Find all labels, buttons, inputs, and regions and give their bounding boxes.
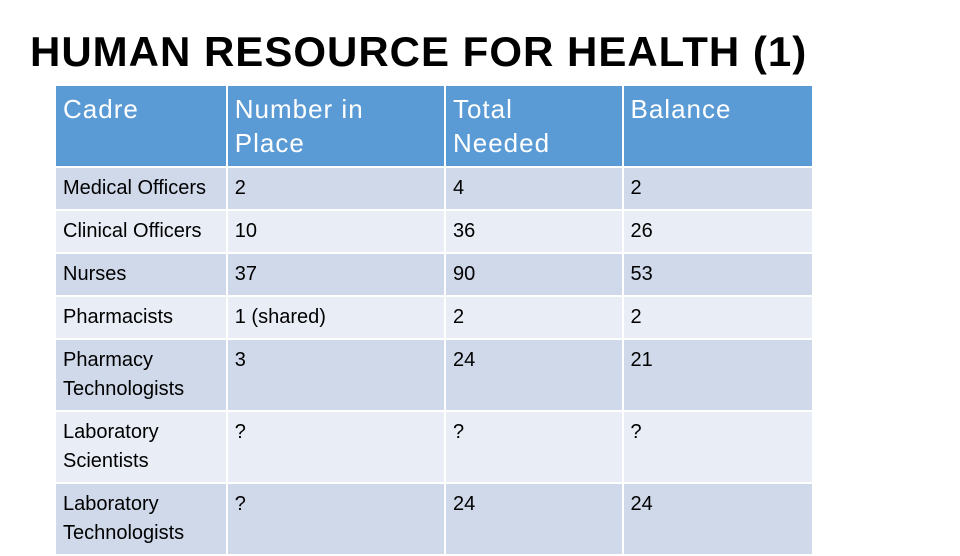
value-cell: 2 [225,166,446,211]
value-cell: 10 [225,209,446,254]
value-cell: 3 [225,338,446,412]
table-row: Pharmacists 1 (shared) 2 2 [54,295,814,340]
table-row: Laboratory Technologists? 24 24 [54,482,814,556]
value-cell: 36 [443,209,624,254]
hr-table: Cadre Number in Place Total Needed Balance … [54,84,814,556]
cadre-cell: Clinical Officers [54,209,228,254]
header-row: Cadre Number in Place Total Needed Balance [54,84,814,168]
header-cell: Number in Place [225,84,446,168]
table-row: Nurses 37 90 53 [54,252,814,297]
slide-title: HUMAN RESOURCE FOR HEALTH (1) [30,28,808,75]
value-cell: 24 [443,338,624,412]
cadre-cell: Medical Officers [54,166,228,211]
table-row: Pharmacy Technologists 3 24 21 [54,338,814,412]
value-cell: 2 [621,295,814,340]
header-cell: Balance [621,84,814,168]
value-cell: 21 [621,338,814,412]
value-cell: ? [225,410,446,484]
value-cell: 37 [225,252,446,297]
header-cell: Total Needed [443,84,624,168]
value-cell: 24 [443,482,624,556]
table-row: Medical Officers 2 4 2 [54,166,814,211]
cadre-cell: Pharmacists [54,295,228,340]
cadre-cell: Nurses [54,252,228,297]
table-body: Medical Officers 2 4 2 Clinical Officers 10 36… [54,166,814,556]
cadre-cell: Laboratory Scientists [54,410,228,484]
table-row: Laboratory Scientists??? [54,410,814,484]
value-cell: 26 [621,209,814,254]
value-cell: ? [443,410,624,484]
cadre-cell: Laboratory Technologists [54,482,228,556]
value-cell: 1 (shared) [225,295,446,340]
value-cell: ? [621,410,814,484]
value-cell: ? [225,482,446,556]
cadre-cell: Pharmacy Technologists [54,338,228,412]
value-cell: 4 [443,166,624,211]
value-cell: 53 [621,252,814,297]
page: HUMAN RESOURCE FOR HEALTH (1) Cadre Numbe… [30,28,814,556]
value-cell: 2 [443,295,624,340]
header-cell: Cadre [54,84,228,168]
value-cell: 24 [621,482,814,556]
value-cell: 90 [443,252,624,297]
value-cell: 2 [621,166,814,211]
table-row: Clinical Officers 10 36 26 [54,209,814,254]
